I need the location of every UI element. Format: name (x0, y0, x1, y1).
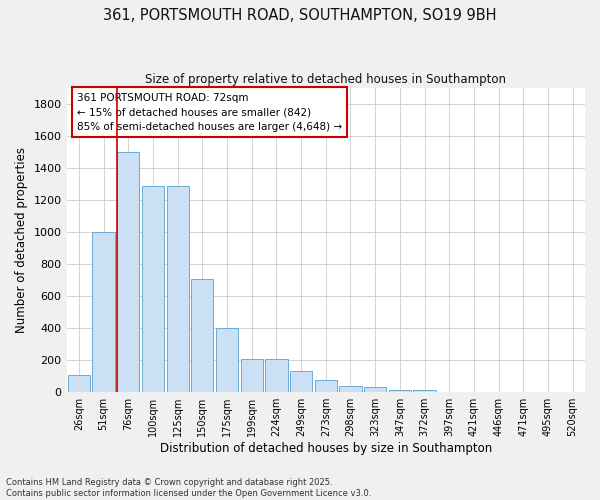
Bar (241, 358, 263, 392)
Title: Size of property relative to detached houses in Southampton: Size of property relative to detached ho… (145, 72, 506, 86)
Bar (389, 390, 411, 392)
Text: 361 PORTSMOUTH ROAD: 72sqm
← 15% of detached houses are smaller (842)
85% of sem: 361 PORTSMOUTH ROAD: 72sqm ← 15% of deta… (77, 92, 342, 132)
Text: 361, PORTSMOUTH ROAD, SOUTHAMPTON, SO19 9BH: 361, PORTSMOUTH ROAD, SOUTHAMPTON, SO19 … (103, 8, 497, 22)
Text: Contains HM Land Registry data © Crown copyright and database right 2025.
Contai: Contains HM Land Registry data © Crown c… (6, 478, 371, 498)
Bar (290, 372, 312, 392)
Y-axis label: Number of detached properties: Number of detached properties (15, 147, 28, 333)
Bar (265, 358, 287, 392)
Bar (142, 186, 164, 392)
Bar (364, 388, 386, 392)
Bar (314, 380, 337, 392)
Bar (191, 280, 214, 392)
Bar (117, 152, 139, 392)
Bar (216, 328, 238, 392)
X-axis label: Distribution of detached houses by size in Southampton: Distribution of detached houses by size … (160, 442, 492, 455)
Bar (68, 374, 90, 392)
Bar (167, 186, 189, 392)
Bar (413, 390, 436, 392)
Bar (92, 232, 115, 392)
Bar (340, 386, 362, 392)
